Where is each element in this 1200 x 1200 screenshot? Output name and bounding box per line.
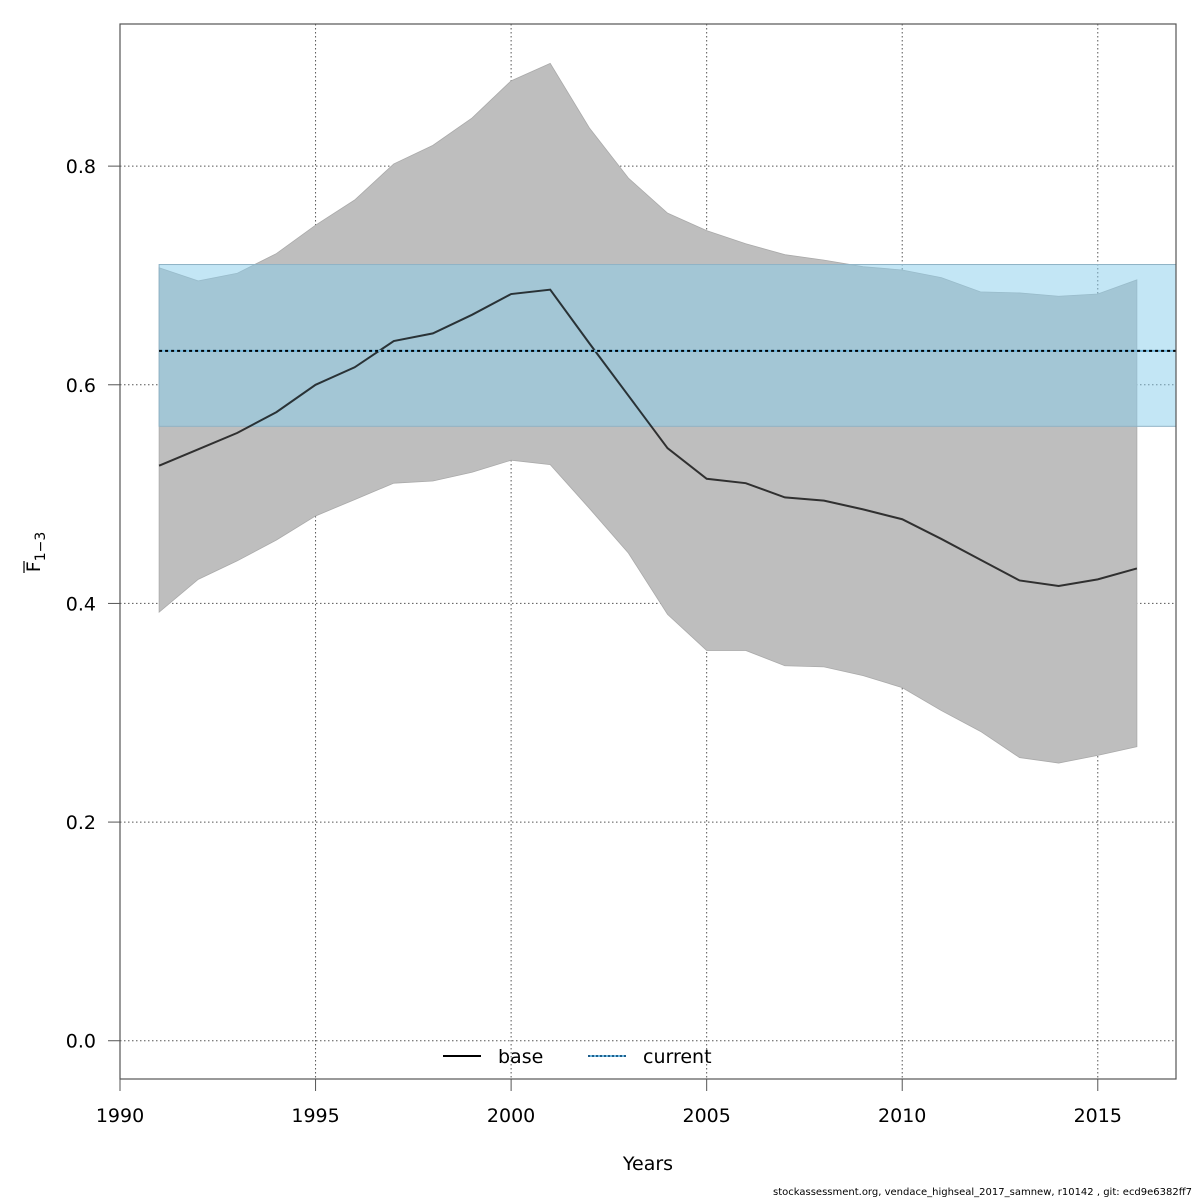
legend-label-current: current <box>643 1046 712 1068</box>
confidence-bands <box>158 62 1177 764</box>
x-axis: 1990 1995 2000 2005 2010 2015 <box>96 1078 1122 1127</box>
y-axis-title-subscript: 1−3 <box>33 532 49 562</box>
y-tick-label: 0.2 <box>66 812 96 834</box>
legend: base current <box>443 1046 712 1068</box>
x-tick-label: 2005 <box>682 1105 730 1127</box>
x-tick-label: 1995 <box>291 1105 339 1127</box>
x-tick-label: 1990 <box>96 1105 144 1127</box>
x-tick-label: 2010 <box>878 1105 926 1127</box>
y-axis-title-main: F <box>23 561 45 572</box>
x-tick-label: 2000 <box>487 1105 535 1127</box>
y-tick-label: 0.4 <box>66 593 96 615</box>
y-tick-label: 0.0 <box>66 1031 96 1053</box>
footer-credit: stockassessment.org, vendace_highseal_20… <box>773 1187 1192 1198</box>
base-line <box>158 288 1138 587</box>
y-axis-title: F1−3 <box>23 532 49 573</box>
x-axis-title: Years <box>622 1153 673 1175</box>
x-tick-label: 2015 <box>1074 1105 1122 1127</box>
y-tick-label: 0.8 <box>66 156 96 178</box>
series-lines <box>158 288 1176 587</box>
legend-label-base: base <box>498 1046 543 1068</box>
y-axis: 0.0 0.2 0.4 0.6 0.8 <box>66 156 121 1053</box>
y-tick-label: 0.6 <box>66 375 96 397</box>
current-confidence-band <box>158 264 1177 427</box>
svg-text:F1−3: F1−3 <box>23 532 49 572</box>
